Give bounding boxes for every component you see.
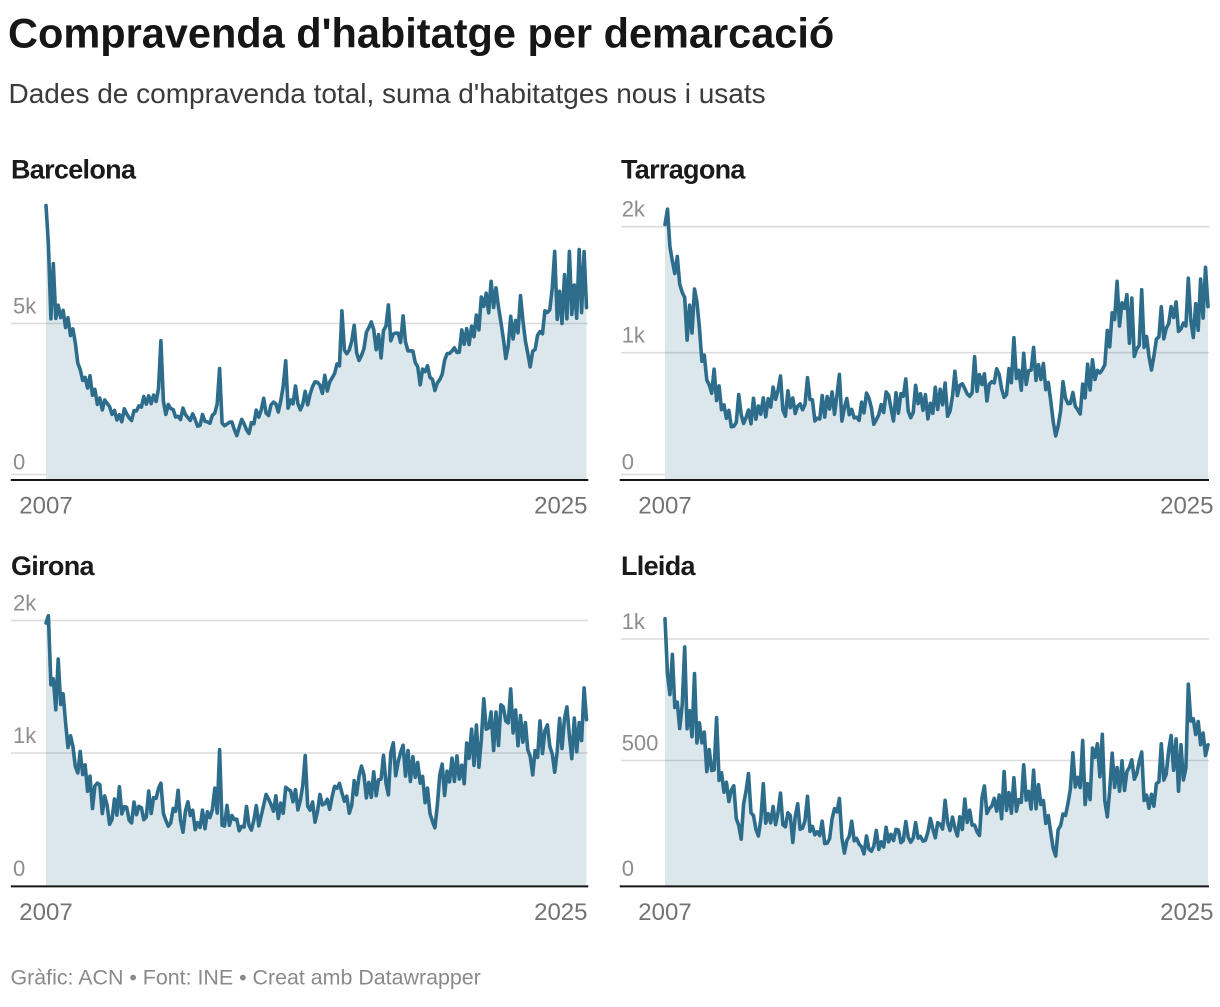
svg-text:1k: 1k <box>13 723 37 748</box>
svg-text:0: 0 <box>622 450 634 475</box>
svg-text:1k: 1k <box>622 323 646 348</box>
svg-text:Lleida: Lleida <box>621 551 697 581</box>
svg-text:2k: 2k <box>622 197 646 222</box>
svg-text:2007: 2007 <box>638 899 691 926</box>
svg-text:2025: 2025 <box>1160 493 1213 520</box>
svg-text:2007: 2007 <box>19 493 72 520</box>
svg-text:Girona: Girona <box>11 551 95 581</box>
svg-text:Tarragona: Tarragona <box>621 154 746 184</box>
svg-text:Dades de compravenda total, su: Dades de compravenda total, suma d'habit… <box>9 78 766 109</box>
svg-text:2025: 2025 <box>534 493 587 520</box>
svg-text:2007: 2007 <box>638 493 691 520</box>
svg-text:Compravenda d'habitatge per de: Compravenda d'habitatge per demarcació <box>8 9 834 56</box>
svg-text:2025: 2025 <box>1160 899 1213 926</box>
svg-text:2025: 2025 <box>534 899 587 926</box>
svg-text:2007: 2007 <box>19 899 72 926</box>
svg-text:5k: 5k <box>13 294 37 319</box>
svg-text:0: 0 <box>622 856 634 881</box>
svg-text:0: 0 <box>13 856 25 881</box>
svg-text:Barcelona: Barcelona <box>11 154 137 184</box>
svg-text:2k: 2k <box>13 591 37 616</box>
svg-text:1k: 1k <box>622 609 646 634</box>
svg-text:500: 500 <box>622 731 659 756</box>
svg-text:Gràfic: ACN • Font: INE • Crea: Gràfic: ACN • Font: INE • Creat amb Data… <box>11 966 481 990</box>
svg-text:0: 0 <box>13 450 25 475</box>
